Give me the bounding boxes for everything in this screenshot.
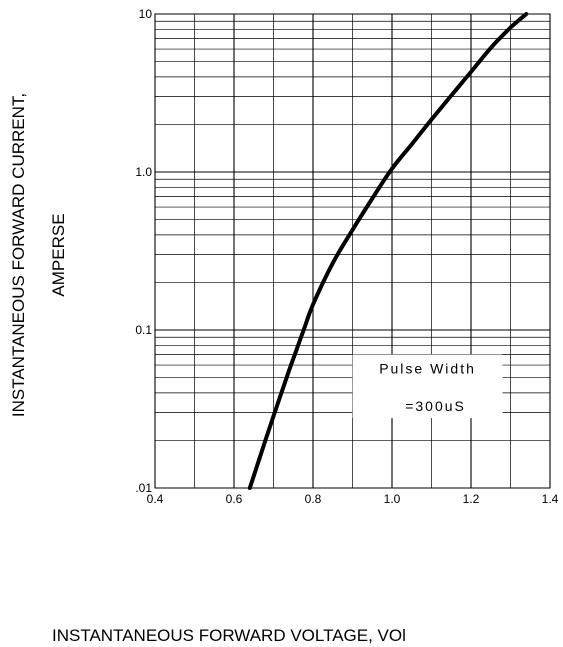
x-tick-label: 1.2 [463,492,480,506]
y-tick-label: 0.1 [135,323,152,337]
x-axis-title: INSTANTANEOUS FORWARD VOLTAGE, VOl [52,626,406,645]
annotation-box: Pulse Width =300uS [352,354,503,419]
x-tick-label: 1.4 [542,492,559,506]
y-tick-labels: .01 0.1 1.0 10 [135,7,152,495]
y-tick-label: 10 [139,7,153,21]
y-tick-label: .01 [135,481,152,495]
series-line [247,12,529,490]
annotation-pulse-value: =300uS [405,398,466,414]
y-axis-title-line1: INSTANTANEOUS FORWARD CURRENT, [9,93,28,417]
y-axis-title-line2: AMPERSE [49,213,68,296]
x-tick-label: 0.6 [226,492,243,506]
y-tick-label: 1.0 [135,165,152,179]
x-tick-label: 1.0 [384,492,401,506]
plot-frame [154,13,551,489]
x-tick-labels: 0.4 0.6 0.8 1.0 1.2 1.4 [147,492,559,506]
x-tick-label: 0.8 [305,492,322,506]
x-tick-label: 0.4 [147,492,164,506]
minor-gridlines [155,14,550,488]
annotation-pulse-width: Pulse Width [379,361,476,377]
